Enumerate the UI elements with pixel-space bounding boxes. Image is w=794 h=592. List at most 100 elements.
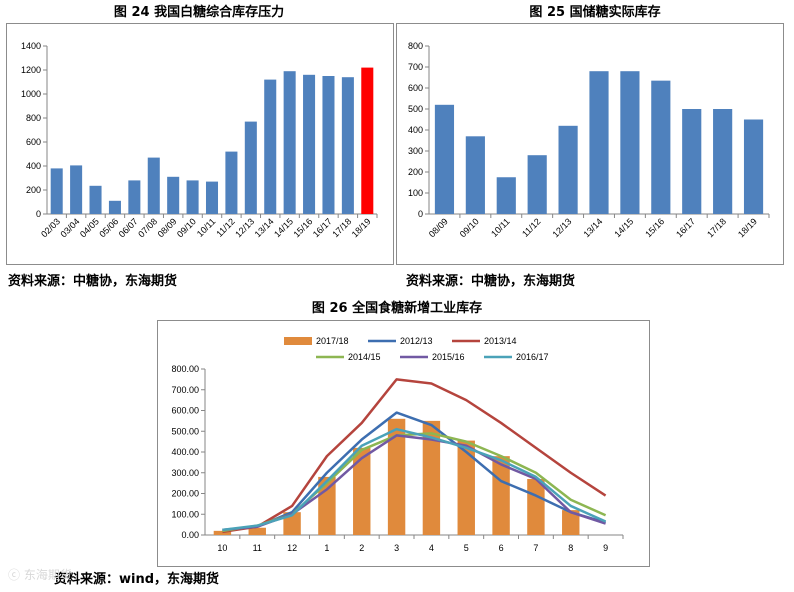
chart1-x-tick-label: 04/05 xyxy=(78,216,101,239)
chart3-bar xyxy=(248,527,266,535)
chart1-bar xyxy=(322,76,335,214)
chart1-x-tick-label: 17/18 xyxy=(330,216,353,239)
chart2-plot: 0 100 200 300 400 500 600 700 800 08/09 09/10 10/11… xyxy=(408,41,770,239)
chart1-x-tick-label: 18/19 xyxy=(350,216,373,239)
chart3-x-tick-label: 6 xyxy=(499,543,504,553)
chart3-series-line xyxy=(222,427,607,532)
chart2-x-tick-label: 10/11 xyxy=(489,216,512,239)
chart3-y-tick-label: 200.00 xyxy=(171,489,199,499)
chart1-bar xyxy=(70,165,83,214)
chart2-x-tick-label: 18/19 xyxy=(736,216,759,239)
chart2-bar xyxy=(589,71,609,214)
chart1-x-tick-label: 10/11 xyxy=(195,216,218,239)
chart2-x-tick-label: 17/18 xyxy=(705,216,728,239)
chart1-x-tick-label: 08/09 xyxy=(156,216,179,239)
chart3-series-line xyxy=(222,411,606,533)
chart3-bar xyxy=(457,440,475,535)
watermark-icon: ⓒ xyxy=(8,568,21,582)
chart3-y-tick-label: 300.00 xyxy=(171,468,199,478)
chart3-legend-label: 2017/18 xyxy=(316,336,349,346)
chart1-plot: 0 200 400 600 800 1000 1200 1400 02/0303/0404/05… xyxy=(21,41,378,239)
chart2-x-tick-label: 14/15 xyxy=(612,216,635,239)
chart1-x-tick-label: 12/13 xyxy=(233,216,256,239)
chart1-y-tick-label: 400 xyxy=(26,161,41,171)
chart3-x-tick-label: 10 xyxy=(217,543,227,553)
chart1-x-tick-label: 14/15 xyxy=(272,216,295,239)
chart1-x-tick-label: 06/07 xyxy=(117,216,140,239)
chart1-bar xyxy=(244,121,257,214)
chart2-x-tick-label: 13/14 xyxy=(581,216,604,239)
chart3-x-tick-label: 1 xyxy=(324,543,329,553)
chart1-y-tick-label: 1000 xyxy=(21,89,41,99)
chart3-legend-label: 2014/15 xyxy=(348,352,381,362)
chart3-x-tick-label: 9 xyxy=(603,543,608,553)
chart3-y-tick-label: 400.00 xyxy=(171,447,199,457)
chart3-bar xyxy=(527,478,545,535)
chart3-legend-label: 2013/14 xyxy=(484,336,517,346)
chart3-bar xyxy=(387,418,406,535)
chart2-bar xyxy=(465,136,485,214)
chart3-plot: 0.00 100.00 200.00 300.00 400.00 500.00 600.00… xyxy=(171,336,624,553)
watermark-text: 东海期货 xyxy=(23,568,72,582)
chart3-x-tick-label: 3 xyxy=(394,543,399,553)
chart3-x-tick-label: 4 xyxy=(429,543,434,553)
chart3-bar xyxy=(213,530,232,535)
chart2-bar xyxy=(496,177,516,214)
chart3-legend-label: 2012/13 xyxy=(400,336,433,346)
chart3-y-tick-label: 700.00 xyxy=(171,385,199,395)
chart1-y-tick-label: 0 xyxy=(36,209,41,219)
chart2-frame: 0 100 200 300 400 500 600 700 800 08/09 09/10 10/11… xyxy=(396,23,784,265)
chart2-source: 资料来源：中糖协，东海期货 xyxy=(406,274,576,289)
chart2-bar xyxy=(527,155,547,214)
chart2-x-tick-label: 11/12 xyxy=(520,216,543,239)
chart1-x-tick-label: 15/16 xyxy=(291,216,314,239)
chart1-bar xyxy=(128,180,141,214)
chart3-x-tick-label: 8 xyxy=(568,543,573,553)
chart3-title: 图 26 全国食糖新增工业库存 xyxy=(311,301,483,316)
chart1-bar xyxy=(205,181,219,214)
chart2-y-tick-label: 800 xyxy=(408,41,423,51)
chart2-bar xyxy=(434,104,455,214)
chart1-bar xyxy=(283,71,296,214)
chart3-bar xyxy=(353,447,371,535)
chart3-x-tick-label: 5 xyxy=(464,543,469,553)
chart1-bar xyxy=(361,67,374,214)
chart2-title: 图 25 国储糖实际库存 xyxy=(529,5,661,20)
chart2-bar xyxy=(620,71,640,214)
chart1-y-tick-label: 800 xyxy=(26,113,41,123)
chart2-bar xyxy=(651,80,671,215)
chart2-bar xyxy=(743,119,764,214)
chart1-bar xyxy=(89,185,102,214)
chart3-y-tick-label: 0.00 xyxy=(181,530,199,540)
chart1-x-tick-label: 09/10 xyxy=(175,216,198,239)
chart2-x-tick-label: 12/13 xyxy=(551,216,574,239)
chart3-x-tick-label: 2 xyxy=(359,543,364,553)
chart1-frame: 0 200 400 600 800 1000 1200 1400 02/03 03/04 04/05… xyxy=(6,23,394,265)
chart3-x-tick-label: 7 xyxy=(533,543,538,553)
chart3-x-tick-label: 11 xyxy=(253,543,262,553)
chart1-bar xyxy=(108,200,121,214)
chart2-x-tick-label: 08/09 xyxy=(427,216,450,239)
chart3-series-line xyxy=(222,378,607,534)
chart3-legend-swatch xyxy=(284,337,312,345)
chart2-x-tick-label: 16/17 xyxy=(674,216,697,239)
chart2-bar xyxy=(713,109,733,214)
chart2-x-tick-label: 09/10 xyxy=(458,216,481,239)
chart1-bar xyxy=(264,79,277,214)
chart1-y-tick-label: 1200 xyxy=(21,65,41,75)
chart2-y-tick-label: 600 xyxy=(408,83,423,93)
chart2-y-tick-label: 200 xyxy=(408,167,423,177)
chart2-x-tick-label: 15/16 xyxy=(643,216,666,239)
chart2-y-tick-label: 400 xyxy=(408,125,423,135)
chart3-legend-label: 2016/17 xyxy=(516,352,549,362)
chart1-x-tick-label: 05/06 xyxy=(97,216,120,239)
chart2-y-tick-label: 700 xyxy=(408,62,423,72)
chart3-y-tick-label: 800.00 xyxy=(171,364,199,374)
chart3-y-tick-label: 100.00 xyxy=(171,509,199,519)
chart1-x-tick-label: 07/08 xyxy=(136,216,159,239)
chart3-y-tick-label: 600.00 xyxy=(171,406,199,416)
chart1-x-tick-label: 13/14 xyxy=(253,216,276,239)
chart3-legend-label: 2015/16 xyxy=(432,352,465,362)
chart2-bar xyxy=(682,109,702,214)
chart3-y-tick-label: 500.00 xyxy=(171,426,199,436)
